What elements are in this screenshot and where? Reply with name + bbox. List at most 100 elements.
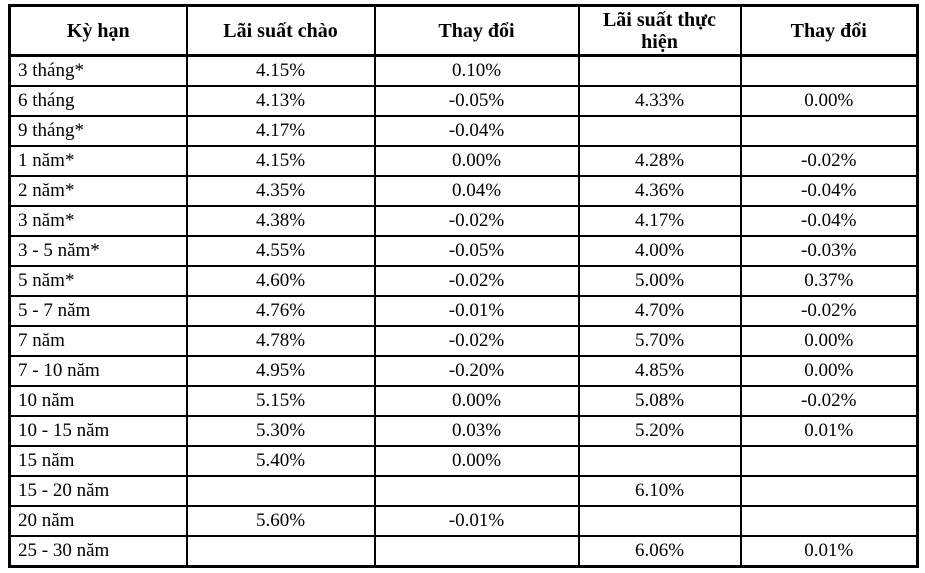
value-cell: 0.00% xyxy=(373,445,580,477)
value-cell xyxy=(739,505,919,537)
term-cell: 1 năm* xyxy=(8,145,188,177)
value-cell: 4.60% xyxy=(185,265,376,297)
term-cell: 3 - 5 năm* xyxy=(8,235,188,267)
value-cell: 4.17% xyxy=(185,115,376,147)
value-cell: 5.60% xyxy=(185,505,376,537)
table-row: 3 - 5 năm* 4.55% -0.05% 4.00% -0.03% xyxy=(8,235,919,267)
header-change-executed: Thay đổi xyxy=(739,4,919,57)
value-cell xyxy=(739,115,919,147)
header-offered-rate: Lãi suất chào xyxy=(185,4,376,57)
value-cell: 6.10% xyxy=(577,475,742,507)
value-cell: 4.36% xyxy=(577,175,742,207)
value-cell: 6.06% xyxy=(577,535,742,568)
header-term: Kỳ hạn xyxy=(8,4,188,57)
table-row: 6 tháng 4.13% -0.05% 4.33% 0.00% xyxy=(8,85,919,117)
table-row: 3 tháng* 4.15% 0.10% xyxy=(8,54,919,87)
table-body: 3 tháng* 4.15% 0.10% 6 tháng 4.13% -0.05% 4.33… xyxy=(8,54,919,568)
value-cell: 4.13% xyxy=(185,85,376,117)
value-cell: 4.33% xyxy=(577,85,742,117)
term-cell: 5 năm* xyxy=(8,265,188,297)
value-cell: 5.30% xyxy=(185,415,376,447)
value-cell xyxy=(739,475,919,507)
term-cell: 5 - 7 năm xyxy=(8,295,188,327)
table-row: 3 năm* 4.38% -0.02% 4.17% -0.04% xyxy=(8,205,919,237)
table-row: 15 - 20 năm 6.10% xyxy=(8,475,919,507)
term-cell: 10 năm xyxy=(8,385,188,417)
value-cell: -0.02% xyxy=(373,325,580,357)
term-cell: 9 tháng* xyxy=(8,115,188,147)
value-cell: 0.04% xyxy=(373,175,580,207)
value-cell: -0.02% xyxy=(739,385,919,417)
value-cell: -0.04% xyxy=(739,205,919,237)
value-cell xyxy=(739,54,919,87)
value-cell: -0.20% xyxy=(373,355,580,387)
value-cell: 0.03% xyxy=(373,415,580,447)
value-cell: -0.05% xyxy=(373,85,580,117)
value-cell: -0.02% xyxy=(739,145,919,177)
table-row: 5 năm* 4.60% -0.02% 5.00% 0.37% xyxy=(8,265,919,297)
table-row: 1 năm* 4.15% 0.00% 4.28% -0.02% xyxy=(8,145,919,177)
value-cell: 4.95% xyxy=(185,355,376,387)
value-cell xyxy=(739,445,919,477)
value-cell: 4.17% xyxy=(577,205,742,237)
table-row: 10 năm 5.15% 0.00% 5.08% -0.02% xyxy=(8,385,919,417)
value-cell: 4.00% xyxy=(577,235,742,267)
value-cell: 4.15% xyxy=(185,145,376,177)
value-cell: 0.00% xyxy=(739,355,919,387)
value-cell xyxy=(373,535,580,568)
value-cell: -0.04% xyxy=(373,115,580,147)
value-cell: -0.03% xyxy=(739,235,919,267)
value-cell: -0.01% xyxy=(373,505,580,537)
value-cell: 4.85% xyxy=(577,355,742,387)
table-row: 7 - 10 năm 4.95% -0.20% 4.85% 0.00% xyxy=(8,355,919,387)
header-change-offered: Thay đổi xyxy=(373,4,580,57)
table-row: 7 năm 4.78% -0.02% 5.70% 0.00% xyxy=(8,325,919,357)
table-row: 2 năm* 4.35% 0.04% 4.36% -0.04% xyxy=(8,175,919,207)
value-cell: 4.78% xyxy=(185,325,376,357)
table-row: 20 năm 5.60% -0.01% xyxy=(8,505,919,537)
term-cell: 10 - 15 năm xyxy=(8,415,188,447)
value-cell: -0.02% xyxy=(373,205,580,237)
term-cell: 7 năm xyxy=(8,325,188,357)
value-cell: 4.28% xyxy=(577,145,742,177)
table-row: 5 - 7 năm 4.76% -0.01% 4.70% -0.02% xyxy=(8,295,919,327)
value-cell: 5.08% xyxy=(577,385,742,417)
value-cell xyxy=(373,475,580,507)
term-cell: 7 - 10 năm xyxy=(8,355,188,387)
value-cell: -0.04% xyxy=(739,175,919,207)
value-cell: 0.00% xyxy=(739,85,919,117)
value-cell xyxy=(577,445,742,477)
value-cell xyxy=(577,54,742,87)
table-row: 9 tháng* 4.17% -0.04% xyxy=(8,115,919,147)
value-cell: 0.00% xyxy=(739,325,919,357)
term-cell: 6 tháng xyxy=(8,85,188,117)
term-cell: 25 - 30 năm xyxy=(8,535,188,568)
value-cell: 4.70% xyxy=(577,295,742,327)
term-cell: 2 năm* xyxy=(8,175,188,207)
term-cell: 15 năm xyxy=(8,445,188,477)
header-executed-rate: Lãi suất thực hiện xyxy=(577,4,742,57)
value-cell: 0.00% xyxy=(373,145,580,177)
value-cell: 4.38% xyxy=(185,205,376,237)
table-row: 15 năm 5.40% 0.00% xyxy=(8,445,919,477)
value-cell: 0.37% xyxy=(739,265,919,297)
value-cell: -0.01% xyxy=(373,295,580,327)
value-cell xyxy=(185,475,376,507)
value-cell: 4.76% xyxy=(185,295,376,327)
value-cell xyxy=(185,535,376,568)
table-row: 25 - 30 năm 6.06% 0.01% xyxy=(8,535,919,568)
value-cell: 4.35% xyxy=(185,175,376,207)
table-row: 10 - 15 năm 5.30% 0.03% 5.20% 0.01% xyxy=(8,415,919,447)
value-cell: 5.40% xyxy=(185,445,376,477)
value-cell: 5.15% xyxy=(185,385,376,417)
term-cell: 15 - 20 năm xyxy=(8,475,188,507)
value-cell: 5.00% xyxy=(577,265,742,297)
value-cell: -0.02% xyxy=(373,265,580,297)
value-cell: 0.01% xyxy=(739,415,919,447)
value-cell xyxy=(577,115,742,147)
value-cell: 0.10% xyxy=(373,54,580,87)
value-cell: 0.00% xyxy=(373,385,580,417)
value-cell: 0.01% xyxy=(739,535,919,568)
interest-rate-table: Kỳ hạn Lãi suất chào Thay đổi Lãi suất t… xyxy=(8,4,919,568)
value-cell: -0.05% xyxy=(373,235,580,267)
